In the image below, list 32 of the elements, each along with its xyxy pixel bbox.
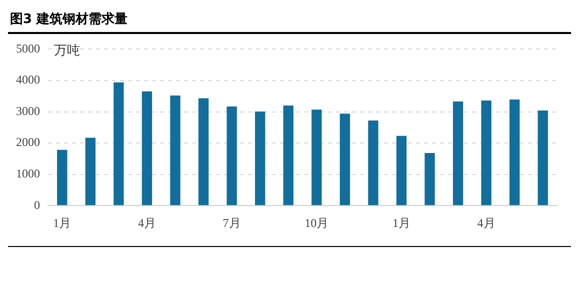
bar <box>57 150 68 206</box>
bar <box>114 82 124 206</box>
x-tick-label: 1月 <box>53 216 72 230</box>
bar <box>340 114 350 206</box>
y-axis-title: 万吨 <box>54 44 80 59</box>
x-tick-label: 10月 <box>304 216 329 230</box>
bar <box>396 136 407 206</box>
bar <box>509 100 520 206</box>
bar <box>283 106 294 206</box>
bar <box>452 101 464 206</box>
bar <box>142 91 152 206</box>
chart-title: 图3 建筑钢材需求量 <box>8 8 571 34</box>
y-tick-label: 1000 <box>16 166 40 180</box>
bar <box>481 100 492 206</box>
bar <box>85 138 96 206</box>
bar <box>424 153 435 206</box>
bar <box>226 106 237 206</box>
x-tick-label: 1月 <box>392 216 410 230</box>
bar <box>254 111 266 206</box>
x-tick-label: 7月 <box>222 216 241 230</box>
bar <box>198 98 209 206</box>
x-tick-label: 4月 <box>477 216 496 230</box>
y-tick-label: 4000 <box>16 72 40 87</box>
bar <box>170 95 180 206</box>
y-tick-label: 5000 <box>16 41 40 56</box>
bar <box>538 110 548 206</box>
y-tick-label: 2000 <box>16 135 40 150</box>
x-tick-label: 4月 <box>138 216 156 230</box>
bar <box>312 110 322 206</box>
bar <box>368 120 378 206</box>
y-tick-label: 3000 <box>16 104 40 118</box>
y-tick-label: 0 <box>34 198 40 212</box>
